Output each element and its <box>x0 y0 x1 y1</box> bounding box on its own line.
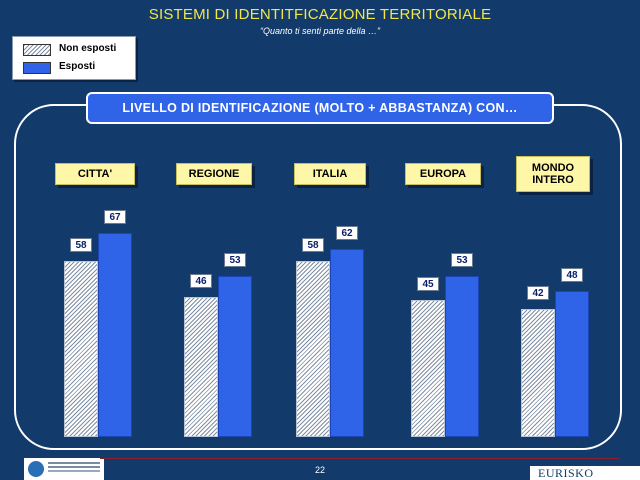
logo-text-lines <box>48 462 100 464</box>
data-label: 48 <box>561 268 583 283</box>
brand-logo: EURISKO <box>530 466 640 480</box>
data-label: 58 <box>302 237 324 252</box>
category-label: CITTA' <box>55 163 135 185</box>
data-label: 53 <box>224 252 246 267</box>
logo-mark-icon <box>28 461 44 477</box>
sponsor-logo <box>24 458 104 480</box>
bar-non-esposti <box>64 260 98 437</box>
page-number: 22 <box>314 465 325 475</box>
bar-esposti <box>330 248 364 437</box>
legend-label: Esposti <box>59 61 96 72</box>
legend-label: Non esposti <box>59 43 117 54</box>
bar-esposti <box>218 275 252 437</box>
page-subtitle: “Quanto ti senti parte della …” <box>259 26 381 36</box>
bar-esposti <box>445 275 479 437</box>
category-label: REGIONE <box>176 163 252 185</box>
data-label: 45 <box>417 277 439 292</box>
bar-non-esposti <box>521 309 555 437</box>
data-label: 46 <box>190 274 212 289</box>
data-label: 42 <box>527 286 549 301</box>
bar-non-esposti <box>296 260 330 437</box>
bar-esposti <box>98 233 132 437</box>
data-label: 67 <box>104 210 126 225</box>
bar-non-esposti <box>184 297 218 437</box>
bar-esposti <box>555 291 589 437</box>
category-label: MONDO INTERO <box>516 156 590 192</box>
legend-swatch-solid <box>23 62 51 74</box>
data-label: 58 <box>70 237 92 252</box>
bar-non-esposti <box>411 300 445 437</box>
page-title: SISTEMI DI IDENTITFICAZIONE TERRITORIALE <box>148 6 492 23</box>
chart-legend: Non esposti Esposti <box>12 36 136 80</box>
chart-banner: LIVELLO DI IDENTIFICAZIONE (MOLTO + ABBA… <box>86 92 554 124</box>
data-label: 62 <box>336 225 358 240</box>
legend-swatch-hatched <box>23 44 51 56</box>
category-label: ITALIA <box>294 163 366 185</box>
category-label: EUROPA <box>405 163 481 185</box>
footer-divider <box>100 458 620 459</box>
data-label: 53 <box>451 252 473 267</box>
